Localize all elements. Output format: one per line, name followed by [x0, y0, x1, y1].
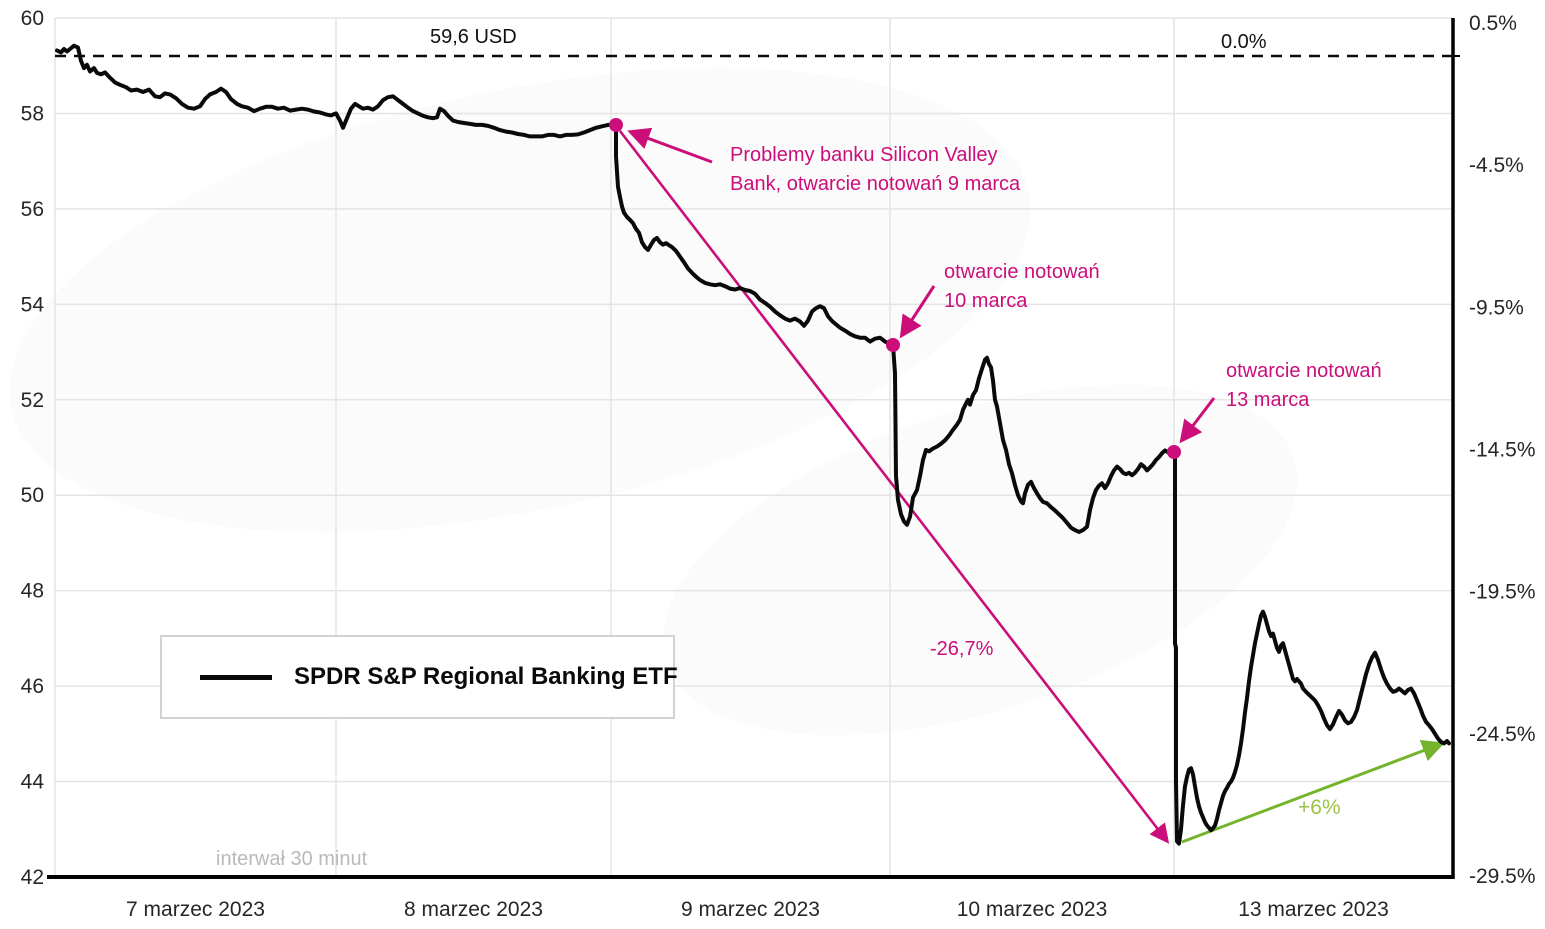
x-axis-date-label: 13 marzec 2023: [1238, 898, 1389, 921]
arrow-drop-26-7-percent: [618, 130, 1170, 844]
y-right-tick-label: -4.5%: [1469, 154, 1524, 177]
y-right-tick-label: -29.5%: [1469, 865, 1536, 888]
reference-percent-label: 0.0%: [1221, 31, 1267, 53]
y-left-tick-label: 52: [21, 389, 44, 412]
annotation-open13-line2: 13 marca: [1226, 389, 1310, 411]
y-left-tick-label: 60: [21, 7, 44, 30]
arrow-to-9-marca-open: [627, 127, 713, 164]
annotation-open10-line2: 10 marca: [944, 290, 1028, 312]
gain-percent-label: +6%: [1298, 796, 1341, 819]
y-left-tick-label: 54: [21, 293, 45, 316]
x-axis-date-label: 9 marzec 2023: [681, 898, 820, 921]
x-axis-date-label: 7 marzec 2023: [126, 898, 265, 921]
y-left-tick-label: 46: [21, 675, 44, 698]
y-right-tick-label: 0.5%: [1469, 12, 1517, 35]
annotation-open10-line1: otwarcie notowań: [944, 261, 1100, 283]
y-left-tick-label: 50: [21, 484, 44, 507]
annotation-svb-line1: Problemy banku Silicon Valley: [730, 144, 998, 166]
annotation-arrows: [618, 127, 1445, 844]
reference-price-label: 59,6 USD: [430, 26, 517, 48]
y-right-tick-label: -9.5%: [1469, 296, 1524, 319]
annotation-svb-open-9-marca: Problemy banku Silicon Valley Bank, otwa…: [730, 141, 1020, 199]
annotation-open-10-marca: otwarcie notowań 10 marca: [944, 258, 1100, 316]
plot-background: [0, 0, 1340, 805]
drop-percent-label: -26,7%: [930, 638, 994, 660]
axes: [47, 18, 1460, 879]
annotation-open13-line1: otwarcie notowań: [1226, 360, 1382, 382]
event-dot-10-marca: [886, 338, 900, 352]
arrow-to-13-marca-open: [1179, 397, 1216, 444]
legend-series-label: SPDR S&P Regional Banking ETF: [294, 663, 678, 690]
y-left-tick-label: 48: [21, 580, 44, 603]
event-dot-13-marca: [1167, 445, 1181, 459]
y-left-tick-label: 58: [21, 102, 44, 125]
annotation-open-13-marca: otwarcie notowań 13 marca: [1226, 357, 1382, 415]
arrow-gain-6-percent: [1181, 740, 1445, 844]
annotation-svb-line2: Bank, otwarcie notowań 9 marca: [730, 173, 1021, 195]
y-right-tick-label: -24.5%: [1469, 723, 1536, 746]
background-wash: [9, 67, 1031, 533]
legend-line-swatch: [200, 674, 272, 680]
price-line: [55, 43, 1451, 846]
legend: SPDR S&P Regional Banking ETF: [160, 635, 678, 719]
y-left-tick-label: 44: [21, 771, 45, 794]
y-right-tick-label: -14.5%: [1469, 439, 1536, 462]
background-wash: [662, 384, 1298, 736]
interval-footnote: interwał 30 minut: [216, 848, 368, 870]
event-dot-9-marca: [609, 118, 623, 132]
tick-labels: 60 58 56 54 52 50 48 46 44 42 0.5% -4.5% -9.5% -14.5%…: [21, 7, 1536, 921]
y-left-tick-label: 56: [21, 198, 44, 221]
x-axis-date-label: 10 marzec 2023: [957, 898, 1108, 921]
arrow-to-10-marca-open: [899, 285, 936, 339]
price-line-series: [55, 43, 1451, 846]
x-axis-date-label: 8 marzec 2023: [404, 898, 543, 921]
y-left-tick-label: 42: [21, 866, 44, 889]
y-right-tick-label: -19.5%: [1469, 581, 1536, 604]
event-markers: [609, 118, 1181, 459]
